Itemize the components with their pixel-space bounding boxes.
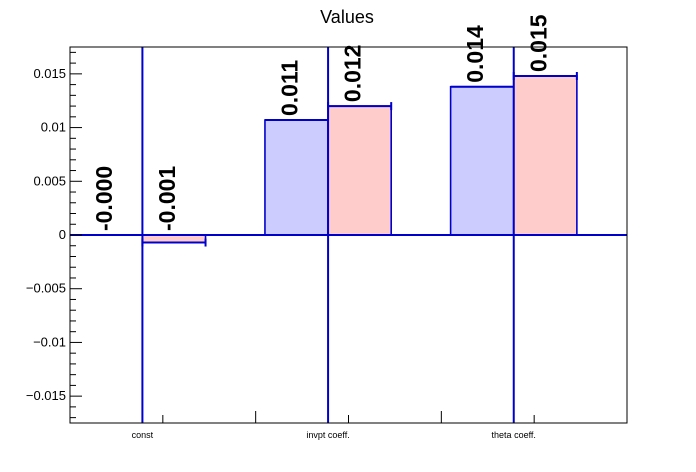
bar-series-0-1 <box>264 119 329 236</box>
y-tick-label-6: −0.015 <box>26 388 66 403</box>
data-label-1-0: -0.001 <box>154 166 180 231</box>
y-tick-label-2: 0.005 <box>33 173 66 188</box>
bar-series-0-2 <box>449 85 515 236</box>
x-tick-label-1: invpt coeff. <box>306 430 349 440</box>
data-labels-layer: -0.000 0.011 0.014 -0.001 0.012 0.015 <box>91 14 551 231</box>
y-tick-label-4: −0.005 <box>26 281 66 296</box>
axes-layer: 0.015 0.01 0.005 0 −0.005 −0.01 −0.015 const inv… <box>26 51 628 440</box>
x-tick-label-2: theta coeff. <box>492 430 536 440</box>
chart-title: Values <box>320 7 374 27</box>
data-label-0-2: 0.014 <box>462 25 488 83</box>
y-tick-label-5: −0.01 <box>33 334 66 349</box>
data-label-1-2: 0.015 <box>525 14 551 72</box>
y-tick-label-1: 0.01 <box>41 120 66 135</box>
data-label-0-0: -0.000 <box>91 166 117 231</box>
bar-series-1-0 <box>141 234 207 244</box>
bar-series-1-2 <box>512 75 578 236</box>
y-tick-label-3: 0 <box>59 227 66 242</box>
data-label-1-1: 0.012 <box>340 45 366 103</box>
data-label-0-1: 0.011 <box>277 60 303 116</box>
x-tick-label-0: const <box>132 430 154 440</box>
bar-series-1-1 <box>327 105 393 236</box>
y-tick-label-0: 0.015 <box>33 66 66 81</box>
